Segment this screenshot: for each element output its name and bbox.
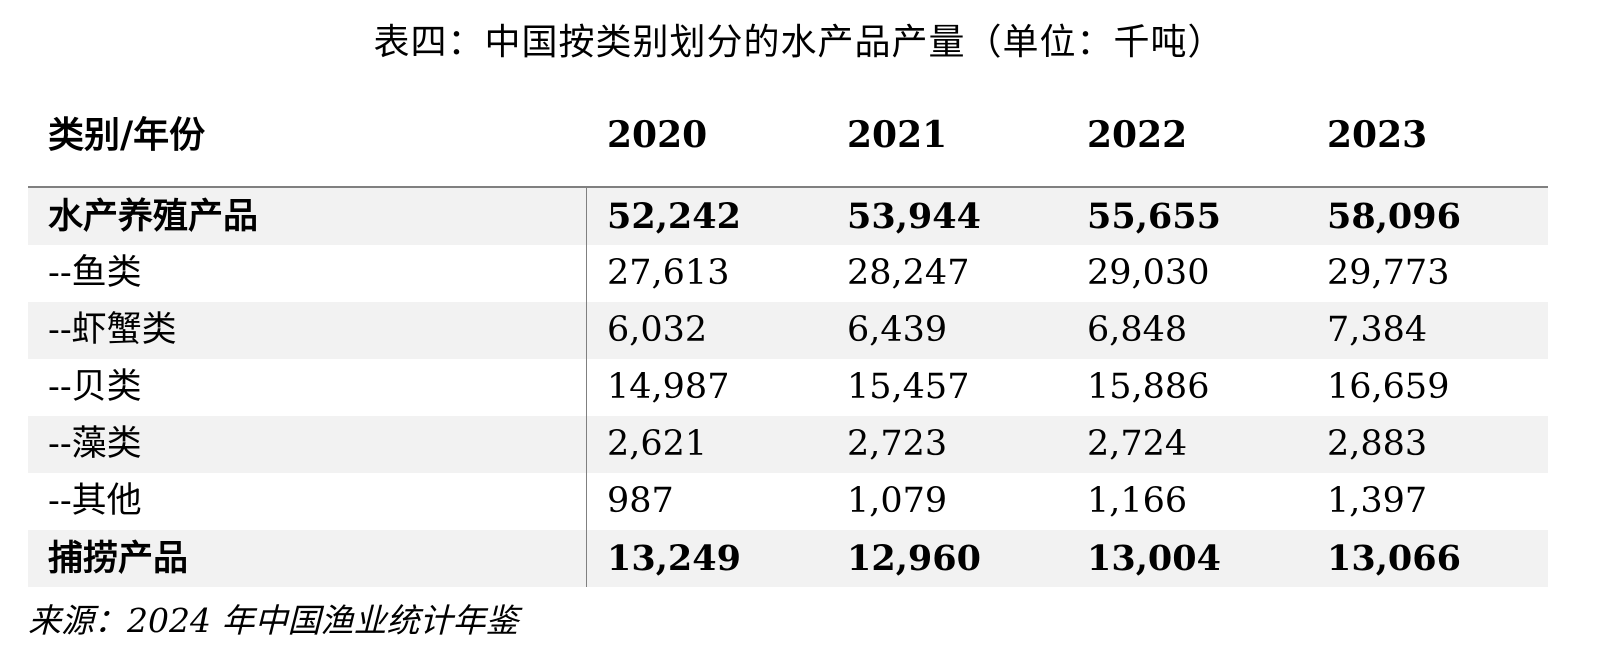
row-label: 水产养殖产品 [48, 196, 259, 237]
cell-2023: 2,883 [1327, 424, 1428, 464]
header-year-2023: 2023 [1327, 114, 1428, 156]
row-label: --贝类 [48, 367, 142, 407]
cell-2022: 6,848 [1087, 310, 1188, 350]
column-divider [586, 188, 587, 587]
table-row: 捕捞产品 13,249 12,960 13,004 13,066 [28, 530, 1548, 587]
source-note: 来源：2024 年中国渔业统计年鉴 [28, 601, 519, 640]
cell-2021: 28,247 [847, 253, 970, 293]
table-row: --虾蟹类 6,032 6,439 6,848 7,384 [28, 302, 1548, 359]
cell-2020: 2,621 [607, 424, 708, 464]
row-label: --虾蟹类 [48, 310, 177, 350]
header-category: 类别/年份 [48, 114, 206, 156]
cell-2022: 13,004 [1087, 538, 1221, 579]
header-divider [28, 186, 1548, 188]
cell-2020: 27,613 [607, 253, 730, 293]
table-row: --贝类 14,987 15,457 15,886 16,659 [28, 359, 1548, 416]
cell-2023: 29,773 [1327, 253, 1450, 293]
header-year-2021: 2021 [847, 114, 948, 156]
cell-2020: 52,242 [607, 196, 741, 237]
cell-2023: 16,659 [1327, 367, 1450, 407]
row-label: 捕捞产品 [48, 538, 189, 579]
cell-2021: 53,944 [847, 196, 981, 237]
cell-2023: 7,384 [1327, 310, 1428, 350]
cell-2020: 13,249 [607, 538, 741, 579]
cell-2023: 13,066 [1327, 538, 1461, 579]
cell-2023: 1,397 [1327, 481, 1428, 521]
header-year-2022: 2022 [1087, 114, 1188, 156]
table-body: 水产养殖产品 52,242 53,944 55,655 58,096 --鱼类 … [28, 188, 1548, 587]
cell-2022: 2,724 [1087, 424, 1188, 464]
header-year-2020: 2020 [607, 114, 708, 156]
table-title: 表四：中国按类别划分的水产品产量（单位：千吨） [373, 22, 1225, 63]
row-label: --藻类 [48, 424, 142, 464]
table-row: --其他 987 1,079 1,166 1,397 [28, 473, 1548, 530]
cell-2022: 1,166 [1087, 481, 1188, 521]
row-label: --其他 [48, 481, 142, 521]
cell-2021: 6,439 [847, 310, 948, 350]
cell-2022: 29,030 [1087, 253, 1210, 293]
table-header: 类别/年份 2020 2021 2022 2023 [28, 104, 1548, 166]
table-row: 水产养殖产品 52,242 53,944 55,655 58,096 [28, 188, 1548, 245]
row-label: --鱼类 [48, 253, 142, 293]
cell-2022: 15,886 [1087, 367, 1210, 407]
table-row: --鱼类 27,613 28,247 29,030 29,773 [28, 245, 1548, 302]
cell-2022: 55,655 [1087, 196, 1221, 237]
cell-2023: 58,096 [1327, 196, 1461, 237]
cell-2020: 14,987 [607, 367, 730, 407]
table-row: --藻类 2,621 2,723 2,724 2,883 [28, 416, 1548, 473]
cell-2020: 987 [607, 481, 674, 521]
cell-2021: 12,960 [847, 538, 981, 579]
cell-2021: 2,723 [847, 424, 948, 464]
cell-2021: 1,079 [847, 481, 948, 521]
cell-2020: 6,032 [607, 310, 708, 350]
cell-2021: 15,457 [847, 367, 970, 407]
